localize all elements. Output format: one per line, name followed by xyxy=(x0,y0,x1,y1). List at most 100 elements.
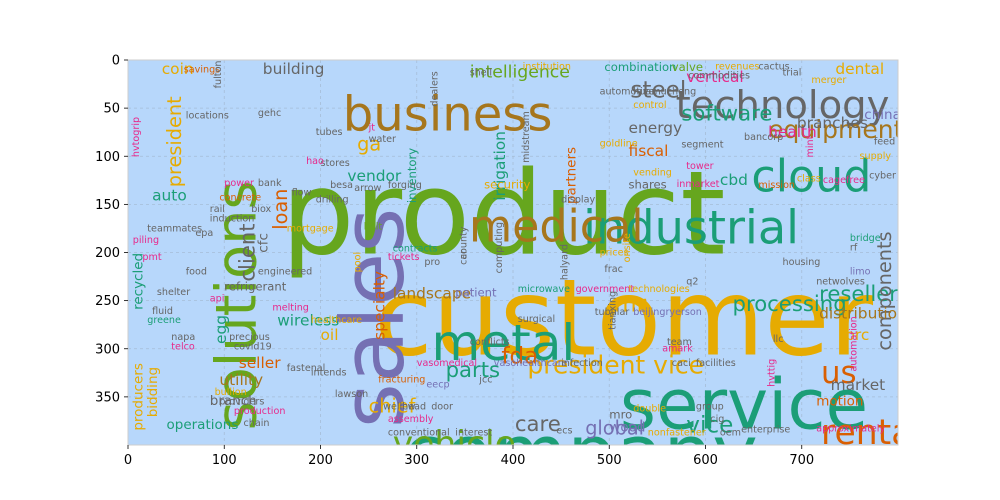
word-pmt: pmt xyxy=(142,252,161,263)
word-food: food xyxy=(186,267,207,278)
word-auto: auto xyxy=(152,186,187,204)
word-precious: precious xyxy=(229,332,270,343)
word-jcc: jcc xyxy=(478,374,492,385)
word-client: client xyxy=(235,223,260,281)
word-double: double xyxy=(633,403,666,414)
word-distribution: distribution xyxy=(819,305,907,323)
word-shell: shell xyxy=(470,67,492,78)
word-midstream: midstream xyxy=(521,111,532,163)
word-supply: supply xyxy=(860,151,892,162)
word-us: us xyxy=(821,355,857,391)
word-cig: cig xyxy=(710,414,724,425)
word-patient: patient xyxy=(455,285,497,299)
word-cagefree: cagefree xyxy=(823,175,865,186)
word-irrigation: irrigation xyxy=(491,131,509,201)
word-specialty: specialty xyxy=(371,271,389,340)
word-llc: llc xyxy=(773,334,784,345)
word-dealers: dealers xyxy=(430,71,441,106)
word-wellhead: wellhead xyxy=(383,401,426,412)
word-door: door xyxy=(431,401,453,412)
word-mint: mint xyxy=(805,135,816,157)
word-mission: mission xyxy=(758,180,795,191)
word-biox: biox xyxy=(251,204,271,215)
word-parts: parts xyxy=(446,357,501,382)
word-steel: steel xyxy=(630,78,686,104)
word-bidding: bidding xyxy=(145,367,161,417)
y-tick-label: 200 xyxy=(95,246,120,261)
word-power: power xyxy=(224,178,254,189)
word-business: business xyxy=(343,86,553,142)
word-inmarket: inmarket xyxy=(677,179,720,190)
word-inventory: inventory xyxy=(405,148,419,203)
word-induction: induction xyxy=(210,214,255,225)
word-covid19: covid19 xyxy=(234,342,272,353)
word-tickets: tickets xyxy=(388,252,420,263)
word-medical: medical xyxy=(469,202,644,253)
word-seller: seller xyxy=(239,354,282,372)
word-approximately: approximately xyxy=(816,424,885,435)
word-teammates: teammates xyxy=(147,223,202,234)
word-reseller: reseller xyxy=(819,281,898,306)
word-greene: greene xyxy=(147,315,181,326)
word-display: display xyxy=(561,194,595,205)
word-cbd: cbd xyxy=(720,171,748,189)
word-huamucheng: huamucheng xyxy=(633,87,696,98)
word-cyber: cyber xyxy=(869,170,896,181)
word-producers: producers xyxy=(130,363,146,431)
word-company: company xyxy=(403,410,758,499)
word-wood: wood xyxy=(609,420,645,436)
word-fulton: fulton xyxy=(213,60,224,88)
word-enterprise: enterprise xyxy=(741,425,790,436)
word-hvttig: hvttig xyxy=(767,359,778,387)
word-rental: rental xyxy=(821,413,922,453)
word-napa: napa xyxy=(171,332,195,343)
word-forging: forging xyxy=(388,180,422,191)
word-beijingryerson: beijingryerson xyxy=(633,307,702,318)
word-operations: operations xyxy=(167,417,239,433)
word-egg: egg xyxy=(212,315,230,344)
word-combination: combination xyxy=(604,60,676,74)
word-components: components xyxy=(873,231,896,350)
word-shelter: shelter xyxy=(157,287,190,298)
word-refrigerant: refrigerant xyxy=(224,280,286,294)
word-q2: q2 xyxy=(686,276,698,287)
word-infection: infection xyxy=(561,358,603,369)
word-health: health xyxy=(768,123,817,141)
word-stores: stores xyxy=(321,158,350,169)
word-oil: oil xyxy=(321,326,339,344)
y-tick-label: 50 xyxy=(103,102,120,117)
word-county: county xyxy=(459,226,470,259)
word-cfc: cfc xyxy=(255,233,271,253)
word-product: product xyxy=(281,148,725,282)
word-tubes: tubes xyxy=(316,127,343,138)
word-providers: providers xyxy=(219,397,264,408)
word-jt: jt xyxy=(368,122,376,133)
word-microwave: microwave xyxy=(518,284,570,295)
word-mr: mr xyxy=(614,291,646,317)
word-fluid: fluid xyxy=(152,306,173,317)
word-care: care xyxy=(515,411,561,436)
word-car: car xyxy=(459,250,470,265)
word-assembly: assembly xyxy=(388,414,434,425)
word-mortgage: mortgage xyxy=(287,223,334,234)
word-chain: chain xyxy=(244,418,270,429)
word-president: president xyxy=(163,96,186,187)
word-hvtogrip: hvtogrip xyxy=(131,117,142,157)
word-lawson: lawson xyxy=(335,389,368,400)
word-goldline: goldline xyxy=(600,139,638,150)
word-ecs: ecs xyxy=(556,425,572,436)
word-prc: prc xyxy=(845,326,869,344)
word-bancorp: bancorp xyxy=(744,132,783,143)
word-prices: prices xyxy=(600,247,629,258)
word-computing: computing xyxy=(494,222,505,273)
word-vehicle: vehicle xyxy=(393,424,516,464)
word-equipment: equipment xyxy=(768,115,903,144)
word-ga: ga xyxy=(357,133,381,156)
word-interest: interest xyxy=(455,427,492,438)
word-cactus: cactus xyxy=(758,62,789,73)
word-intends: intends xyxy=(311,368,347,379)
word-institution: institution xyxy=(523,62,571,73)
word-bolt: bolt xyxy=(364,221,383,232)
